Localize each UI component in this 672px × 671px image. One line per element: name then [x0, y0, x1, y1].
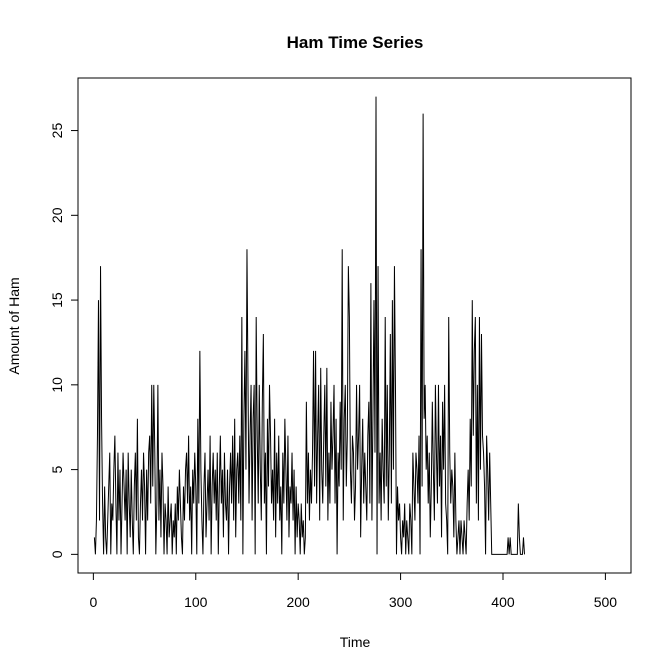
- x-tick-label: 500: [594, 594, 618, 610]
- x-axis-label: Time: [340, 634, 371, 650]
- y-tick-label: 25: [49, 123, 65, 139]
- x-tick-label: 400: [491, 594, 515, 610]
- y-tick-label: 5: [49, 465, 65, 473]
- x-tick-label: 0: [89, 594, 97, 610]
- x-tick-label: 200: [286, 594, 310, 610]
- x-tick-label: 300: [389, 594, 413, 610]
- x-axis: 0 100 200 300 400 500: [89, 572, 618, 610]
- y-tick-label: 0: [49, 550, 65, 558]
- chart-title: Ham Time Series: [287, 33, 424, 52]
- x-tick-label: 100: [184, 594, 208, 610]
- y-tick-label: 20: [49, 207, 65, 223]
- y-axis: 0 5 10 15 20 25: [49, 123, 79, 558]
- y-tick-label: 15: [49, 292, 65, 308]
- series-line: [93, 96, 525, 555]
- y-axis-label: Amount of Ham: [6, 277, 22, 374]
- y-tick-label: 10: [49, 377, 65, 393]
